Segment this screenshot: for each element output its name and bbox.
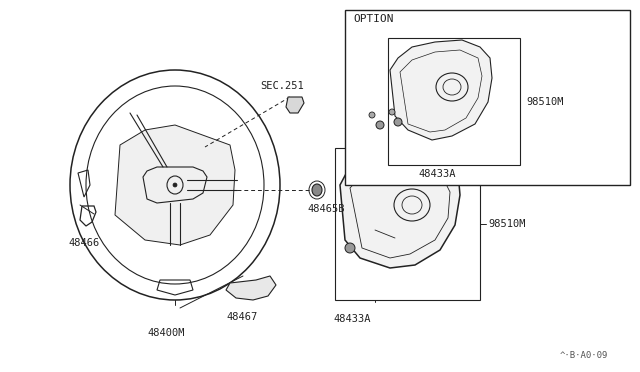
Text: 98510M: 98510M (488, 219, 525, 229)
Polygon shape (286, 97, 304, 113)
Text: 48466: 48466 (68, 238, 99, 248)
Ellipse shape (369, 112, 375, 118)
Bar (345, 10, 630, 185)
Ellipse shape (376, 121, 384, 129)
Polygon shape (340, 150, 460, 268)
Ellipse shape (312, 184, 322, 196)
Text: 48400M: 48400M (147, 328, 184, 338)
Polygon shape (226, 276, 276, 300)
Text: 98510M: 98510M (526, 96, 563, 106)
Text: SEC.251: SEC.251 (260, 81, 304, 91)
Ellipse shape (345, 243, 355, 253)
Ellipse shape (389, 109, 395, 115)
Ellipse shape (394, 118, 402, 126)
Bar (335, 148, 480, 300)
Text: 48467: 48467 (226, 312, 257, 322)
Ellipse shape (173, 183, 177, 187)
Text: 48433A: 48433A (333, 314, 371, 324)
Text: 48433A: 48433A (418, 169, 456, 179)
Polygon shape (115, 125, 235, 245)
Polygon shape (390, 40, 492, 140)
Bar (388, 38, 520, 165)
Text: ^·B·A0·09: ^·B·A0·09 (560, 351, 609, 360)
Text: 48465B: 48465B (307, 204, 344, 214)
Text: OPTION: OPTION (353, 14, 394, 24)
